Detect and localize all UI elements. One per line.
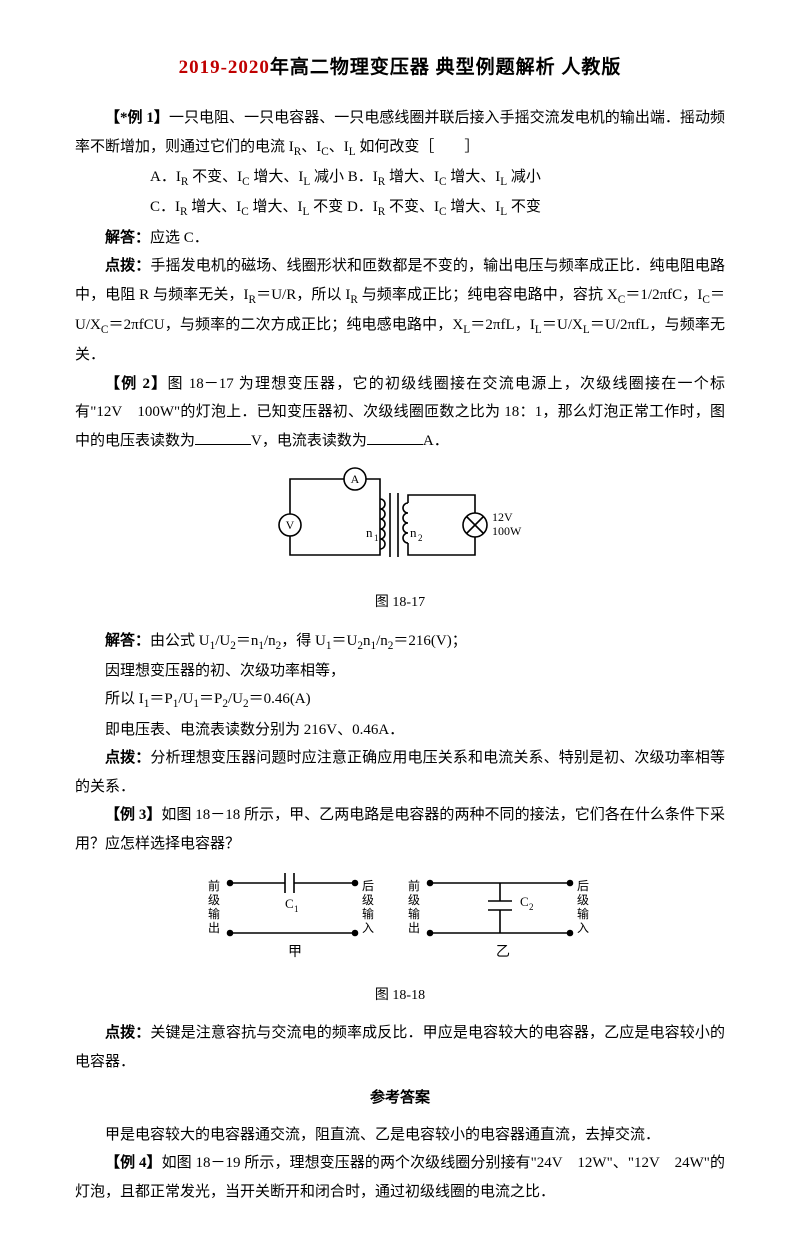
figure-18-18: 前级输出 C1 后级输入 甲 前级输出 C2 后级输入 乙 <box>75 868 725 979</box>
ex1-hint: 点拨：手摇发电机的磁场、线圈形状和匝数都是不变的，输出电压与频率成正比．纯电阻电… <box>75 252 725 370</box>
main-title: 2019-2020年高二物理变压器 典型例题解析 人教版 <box>75 50 725 86</box>
svg-text:输: 输 <box>208 906 220 921</box>
fig-18-18-label: 图 18-18 <box>75 983 725 1010</box>
ex2-ans2: 因理想变压器的初、次级功率相等， <box>75 657 725 686</box>
svg-text:n: n <box>366 525 373 540</box>
svg-text:前: 前 <box>208 878 220 893</box>
svg-text:输: 输 <box>577 906 589 921</box>
svg-text:出: 出 <box>408 921 420 935</box>
svg-text:级: 级 <box>208 893 220 907</box>
svg-text:出: 出 <box>208 921 220 935</box>
ex2-hint: 点拨：分析理想变压器问题时应注意正确应用电压关系和电流关系、特别是初、次级功率相… <box>75 744 725 801</box>
fig-18-17-label: 图 18-17 <box>75 590 725 617</box>
title-year: 2019-2020 <box>179 57 270 78</box>
svg-text:n: n <box>410 525 417 540</box>
svg-text:前: 前 <box>408 878 420 893</box>
svg-text:甲: 甲 <box>288 945 302 960</box>
ex2-stem: 【例 2】图 18－17 为理想变压器，它的初级线圈接在交流电源上，次级线圈接在… <box>75 370 725 456</box>
ex1-options-cd: C．IR 增大、IC 增大、IL 不变 D．IR 不变、IC 增大、IL 不变 <box>75 193 725 223</box>
svg-text:A: A <box>351 472 360 486</box>
svg-text:输: 输 <box>408 906 420 921</box>
svg-text:入: 入 <box>362 921 374 935</box>
figure-18-17: A V n1 n2 12V 100W <box>75 465 725 586</box>
svg-text:1: 1 <box>374 533 379 543</box>
ex3-ref: 甲是电容较大的电容器通交流，阻直流、乙是电容较小的电容器通直流，去掉交流． <box>75 1121 725 1150</box>
ex1-answer: 解答：应选 C． <box>75 224 725 253</box>
ex3-hint: 点拨：关键是注意容抗与交流电的频率成反比．甲应是电容较大的电容器，乙应是电容较小… <box>75 1019 725 1076</box>
ex1-options-ab: A．IR 不变、IC 增大、IL 减小 B．IR 增大、IC 增大、IL 减小 <box>75 163 725 193</box>
ex1-stem: 【*例 1】一只电阻、一只电容器、一只电感线圈并联后接入手摇交流发电机的输出端．… <box>75 104 725 163</box>
svg-text:2: 2 <box>529 902 534 912</box>
svg-text:12V: 12V <box>492 510 513 524</box>
svg-text:2: 2 <box>418 533 423 543</box>
svg-text:级: 级 <box>577 893 589 907</box>
ex2-ans3: 所以 I1＝P1/U1＝P2/U2＝0.46(A) <box>75 685 725 715</box>
svg-text:C: C <box>285 896 294 911</box>
svg-text:V: V <box>286 518 295 532</box>
ex3-stem: 【例 3】如图 18－18 所示，甲、乙两电路是电容器的两种不同的接法，它们各在… <box>75 801 725 858</box>
ex2-ans4: 即电压表、电流表读数分别为 216V、0.46A． <box>75 716 725 745</box>
svg-text:100W: 100W <box>492 524 522 538</box>
svg-text:1: 1 <box>294 904 299 914</box>
blank-2 <box>367 429 423 445</box>
reference-answer-title: 参考答案 <box>75 1084 725 1113</box>
svg-text:后: 后 <box>362 879 374 893</box>
blank-1 <box>195 429 251 445</box>
ex1-label: 【*例 1】 <box>105 110 169 126</box>
svg-text:乙: 乙 <box>496 944 510 960</box>
ex2-ans1: 解答：由公式 U1/U2＝n1/n2，得 U1＝U2n1/n2＝216(V)； <box>75 627 725 657</box>
svg-text:级: 级 <box>362 893 374 907</box>
svg-text:入: 入 <box>577 921 589 935</box>
svg-text:C: C <box>520 894 529 909</box>
svg-text:输: 输 <box>362 906 374 921</box>
title-rest: 年高二物理变压器 典型例题解析 人教版 <box>270 57 622 78</box>
svg-text:级: 级 <box>408 893 420 907</box>
svg-text:后: 后 <box>577 879 589 893</box>
ex4-stem: 【例 4】如图 18－19 所示，理想变压器的两个次级线圈分别接有"24V 12… <box>75 1149 725 1206</box>
